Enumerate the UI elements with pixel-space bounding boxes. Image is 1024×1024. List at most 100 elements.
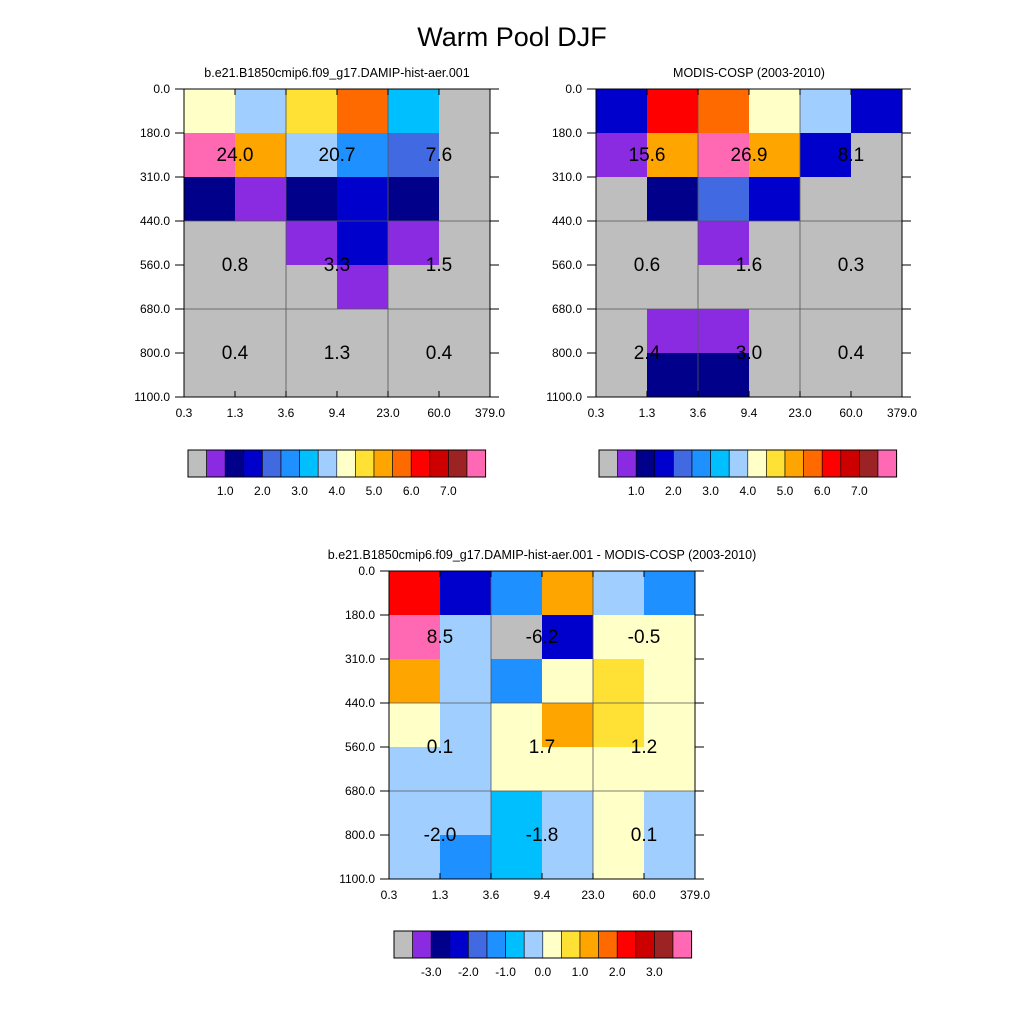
heatmap-cell	[596, 89, 648, 134]
heatmap-cell	[542, 615, 594, 660]
panel-title: b.e21.B1850cmip6.f09_g17.DAMIP-hist-aer.…	[204, 66, 469, 80]
heatmap-cell	[647, 353, 699, 398]
heatmap-cell	[647, 265, 699, 310]
colorbar-frame	[187, 449, 487, 478]
data-label: 24.0	[217, 145, 254, 166]
colorbar: 1.0 2.0 3.0 4.0 5.0 6.0 7.0	[598, 449, 898, 498]
colorbar-swatch	[262, 449, 282, 478]
colorbar-label: 4.0	[328, 484, 345, 498]
heatmap-cell	[644, 703, 696, 748]
colorbar-swatch	[747, 449, 767, 478]
data-label: 0.8	[222, 255, 248, 276]
heatmap-cell	[491, 747, 543, 792]
colorbar-swatch	[412, 930, 432, 959]
heatmap-cell	[286, 89, 338, 134]
colorbar-swatch	[355, 449, 375, 478]
heatmap-cell	[644, 835, 696, 880]
heatmap-cell	[542, 791, 594, 836]
heatmap-cell	[698, 265, 750, 310]
data-label: 15.6	[629, 145, 666, 166]
data-label: 8.1	[838, 145, 864, 166]
colorbar-swatch	[821, 449, 842, 478]
x-tick-label: 0.3	[588, 406, 605, 420]
colorbar-swatch	[336, 449, 356, 478]
heatmap-cell	[596, 221, 648, 266]
colorbar-label: 3.0	[291, 484, 308, 498]
heatmap-cell	[596, 133, 648, 178]
heatmap-cell	[491, 791, 543, 836]
data-label: 3.3	[324, 255, 350, 276]
heatmap-panel-3: b.e21.B1850cmip6.f09_g17.DAMIP-hist-aer.…	[328, 548, 756, 979]
heatmap-cell	[388, 177, 440, 222]
figure-title: Warm Pool DJF	[417, 22, 607, 52]
heatmap-cell	[596, 353, 648, 398]
heatmap-cell	[440, 659, 492, 704]
heatmap-cell	[491, 659, 543, 704]
heatmap-cell	[440, 615, 492, 660]
colorbar-swatch	[542, 930, 562, 959]
heatmap-cell	[286, 221, 338, 266]
colorbar-swatch	[486, 930, 506, 959]
heatmap-cell	[749, 221, 801, 266]
data-label: 0.6	[634, 255, 660, 276]
y-tick-label: 440.0	[140, 214, 170, 228]
heatmap-cell	[596, 265, 648, 310]
colorbar-swatch	[280, 449, 300, 478]
data-label: 1.6	[736, 255, 762, 276]
heatmap-cell	[851, 133, 903, 178]
data-label: -6.2	[526, 627, 559, 648]
heatmap-cell	[440, 571, 492, 616]
heatmap-cell	[647, 133, 699, 178]
heatmap-cell	[647, 309, 699, 354]
heatmap-cell	[184, 309, 236, 354]
heatmap-cell	[851, 265, 903, 310]
heatmap-cell	[389, 835, 441, 880]
colorbar-swatch	[635, 449, 656, 478]
heatmap-cell	[439, 309, 491, 354]
colorbar-swatch	[728, 449, 749, 478]
colorbar-swatch	[616, 930, 637, 959]
data-label: -1.8	[526, 825, 559, 846]
heatmap-cell	[286, 309, 338, 354]
heatmap-cell	[800, 89, 852, 134]
colorbar-swatch	[449, 930, 469, 959]
heatmap-cell	[184, 177, 236, 222]
colorbar-swatch	[187, 449, 207, 478]
panel-title: MODIS-COSP (2003-2010)	[673, 66, 825, 80]
heatmap-cell	[440, 791, 492, 836]
heatmap-cell	[337, 309, 389, 354]
heatmap-cell	[388, 89, 440, 134]
x-tick-label: 9.4	[329, 406, 346, 420]
heatmap-cell	[388, 353, 440, 398]
heatmap-cell	[337, 89, 389, 134]
data-label: 1.5	[426, 255, 452, 276]
colorbar-label: 2.0	[665, 484, 682, 498]
heatmap-panel-1: b.e21.B1850cmip6.f09_g17.DAMIP-hist-aer.…	[134, 66, 505, 498]
colorbar-swatch	[654, 449, 674, 478]
heatmap-cell	[491, 571, 543, 616]
panel-title: b.e21.B1850cmip6.f09_g17.DAMIP-hist-aer.…	[328, 548, 756, 562]
heatmap-cell	[235, 133, 287, 178]
data-label: 3.0	[736, 343, 762, 364]
colorbar-swatch	[691, 449, 711, 478]
heatmap-cell	[389, 703, 441, 748]
y-tick-label: 1100.0	[134, 390, 170, 404]
colorbar-swatch	[654, 930, 674, 959]
data-label: 1.2	[631, 737, 657, 758]
colorbar-label: 4.0	[739, 484, 756, 498]
y-tick-label: 180.0	[345, 608, 375, 622]
x-tick-label: 1.3	[639, 406, 656, 420]
heatmap-cell	[184, 133, 236, 178]
heatmap-cell	[698, 133, 750, 178]
heatmap-cell	[388, 265, 440, 310]
heatmap-cell	[235, 309, 287, 354]
colorbar-frame	[598, 449, 898, 478]
heatmap-cell	[491, 615, 543, 660]
heatmap-cell	[749, 177, 801, 222]
colorbar-swatch	[766, 449, 786, 478]
data-label: 8.5	[427, 627, 453, 648]
colorbar-swatch	[410, 449, 431, 478]
x-tick-label: 60.0	[427, 406, 451, 420]
x-tick-label: 60.0	[632, 888, 656, 902]
y-tick-label: 800.0	[140, 346, 170, 360]
